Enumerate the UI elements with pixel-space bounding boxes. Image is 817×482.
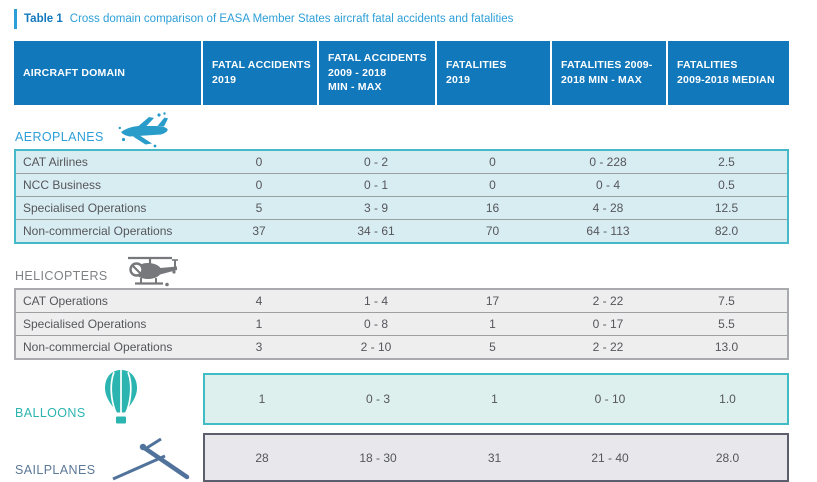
row-name: Non-commercial Operations: [23, 340, 173, 354]
row-value: 28: [255, 450, 269, 465]
row-value: 0: [489, 178, 496, 192]
row-value: 16: [485, 201, 500, 215]
section-title-aeroplanes: AEROPLANES: [15, 130, 104, 144]
header-cell-5: FATALITIES 2009-2018 MEDIAN: [668, 41, 789, 105]
caption-accent-bar: [14, 9, 17, 29]
row-value: 0 - 10: [594, 392, 626, 406]
data-block-helicopters: CAT Operations 4 1 - 4 17 2 - 22 7.5 Specialis…: [14, 288, 789, 360]
row-value: 0: [255, 155, 263, 169]
section-balloons: BALLOONS 1 0 - 3 1 0 - 10 1.0: [14, 369, 803, 425]
row-value: 2 - 22: [592, 294, 624, 308]
row-value: 0 - 2: [363, 155, 388, 169]
row-value: 0 - 17: [592, 317, 624, 331]
row-value: 3: [255, 340, 263, 354]
table-sections: AEROPLANES CAT Airlines 0 0 - 2 0 0 - 228 2.5…: [14, 105, 803, 482]
row-value: 28.0: [715, 450, 740, 465]
row-value: 5: [489, 340, 496, 354]
section-sailplanes: SAILPLANES 28 18 - 30 31 21 - 40 28.0: [14, 433, 803, 482]
row-value: 1: [258, 392, 266, 406]
table-row: NCC Business 0 0 - 1 0 0 - 4 0.5: [16, 173, 787, 196]
row-value: 0: [255, 178, 263, 192]
header-cell-3: FATALITIES 2019: [437, 41, 550, 105]
table-row: Non-commercial Operations 3 2 - 10 5 2 - 22 1…: [16, 335, 787, 358]
row-value: 64 - 113: [586, 224, 630, 238]
row-value: 31: [487, 450, 502, 465]
row-value: 0 - 3: [365, 392, 390, 406]
row-value: 37: [252, 224, 266, 238]
row-value: 1.0: [719, 392, 736, 406]
glider-icon: [111, 436, 191, 482]
section-head-balloons: BALLOONS: [14, 369, 203, 425]
table-row: CAT Airlines 0 0 - 2 0 0 - 228 2.5: [16, 151, 787, 173]
row-value: 34 - 61: [357, 224, 395, 238]
row-value: 0.5: [718, 178, 735, 192]
header-cell-4: FATALITIES 2009- 2018 MIN - MAX: [552, 41, 666, 105]
row-value: 0 - 4: [595, 178, 620, 192]
section-aeroplanes: AEROPLANES CAT Airlines 0 0 - 2 0 0 - 228 2.5…: [14, 105, 803, 244]
data-block-aeroplanes: CAT Airlines 0 0 - 2 0 0 - 228 2.5 NCC Busines…: [14, 149, 789, 244]
table-row: Non-commercial Operations 37 34 - 61 70 64 -…: [16, 219, 787, 242]
table-header: AIRCRAFT DOMAIN FATAL ACCIDENTS 2019 FATAL…: [14, 41, 789, 105]
data-block-sailplanes: 28 18 - 30 31 21 - 40 28.0: [203, 433, 789, 482]
section-helicopters: HELICOPTERS CAT Operations 4 1 - 4 17 2 - 22…: [14, 244, 803, 360]
section-head-sailplanes: SAILPLANES: [14, 436, 203, 482]
header-cell-0: AIRCRAFT DOMAIN: [14, 41, 201, 105]
row-value: 2 - 22: [592, 340, 624, 354]
table-caption-label: Table 1: [24, 13, 63, 25]
row-name: Specialised Operations: [23, 317, 147, 331]
section-title-helicopters: HELICOPTERS: [15, 269, 108, 283]
table-row: Specialised Operations 5 3 - 9 16 4 - 28 12.5: [16, 196, 787, 219]
row-value: 3 - 9: [363, 201, 388, 215]
row-name: NCC Business: [23, 178, 102, 192]
airplane-icon: [118, 109, 170, 149]
row-value: 21 - 40: [591, 450, 629, 465]
row-value: 2.5: [718, 155, 735, 169]
row-value: 0 - 8: [363, 317, 388, 331]
row-name: Specialised Operations: [23, 201, 147, 215]
header-cell-1: FATAL ACCIDENTS 2019: [203, 41, 317, 105]
row-name: Non-commercial Operations: [23, 224, 173, 238]
data-block-balloons: 1 0 - 3 1 0 - 10 1.0: [203, 373, 789, 425]
section-title-sailplanes: SAILPLANES: [15, 463, 96, 477]
row-value: 4: [255, 294, 263, 308]
row-value: 7.5: [718, 294, 735, 308]
section-title-balloons: BALLOONS: [15, 406, 86, 420]
row-value: 70: [485, 224, 500, 238]
table-row: Specialised Operations 1 0 - 8 1 0 - 17 5.5: [16, 312, 787, 335]
table-caption: Table 1 Cross domain comparison of EASA …: [14, 8, 803, 30]
row-value: 1: [255, 317, 263, 331]
table-caption-text: Cross domain comparison of EASA Member S…: [69, 13, 514, 25]
row-value: 0 - 228: [589, 155, 627, 169]
row-value: 0: [489, 155, 496, 169]
row-name: CAT Operations: [23, 294, 108, 308]
row-value: 5: [255, 201, 263, 215]
row-value: 18 - 30: [359, 450, 397, 465]
row-value: 0 - 1: [363, 178, 388, 192]
row-value: 17: [485, 294, 500, 308]
row-value: 12.5: [714, 201, 739, 215]
row-value: 1: [489, 317, 496, 331]
section-head-helicopters: HELICOPTERS: [14, 244, 803, 288]
row-name: CAT Airlines: [23, 155, 88, 169]
row-value: 4 - 28: [592, 201, 624, 215]
row-value: 2 - 10: [360, 340, 392, 354]
balloon-icon: [102, 369, 140, 425]
table-row: CAT Operations 4 1 - 4 17 2 - 22 7.5: [16, 290, 787, 312]
row-value: 1 - 4: [363, 294, 388, 308]
helicopter-icon: [122, 253, 180, 288]
row-value: 1: [491, 392, 498, 406]
row-value: 13.0: [714, 340, 739, 354]
header-cell-2: FATAL ACCIDENTS 2009 - 2018 MIN - MAX: [319, 41, 435, 105]
row-value: 82.0: [714, 224, 739, 238]
section-head-aeroplanes: AEROPLANES: [14, 105, 803, 149]
row-value: 5.5: [718, 317, 735, 331]
